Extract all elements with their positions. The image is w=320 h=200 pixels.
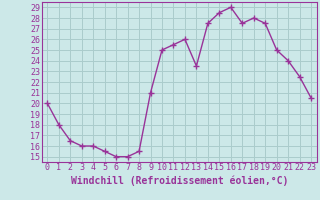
X-axis label: Windchill (Refroidissement éolien,°C): Windchill (Refroidissement éolien,°C) <box>70 175 288 186</box>
